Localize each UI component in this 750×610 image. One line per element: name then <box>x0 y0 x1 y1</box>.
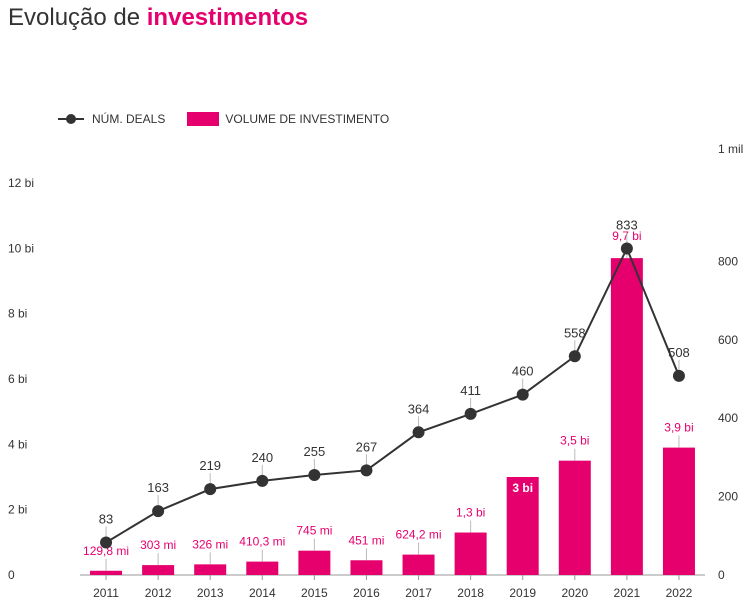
right-axis-tick-label: 200 <box>718 490 738 504</box>
x-axis-tick-label: 2016 <box>353 586 380 600</box>
line-data-label: 411 <box>460 383 481 398</box>
bar <box>298 550 331 575</box>
bar-data-label: 3,5 bi <box>560 434 589 448</box>
line-data-label: 163 <box>147 480 169 495</box>
deals-point <box>308 469 321 482</box>
bar-data-label: 410,3 mi <box>239 535 285 549</box>
bar <box>454 532 487 575</box>
left-axis-tick-label: 10 bi <box>8 241 34 255</box>
deals-point <box>672 369 685 382</box>
x-axis-tick-label: 2022 <box>666 586 693 600</box>
line-data-label: 83 <box>99 511 113 526</box>
line-data-label: 240 <box>251 450 273 465</box>
x-axis-tick-label: 2017 <box>405 586 432 600</box>
deals-line <box>105 246 680 544</box>
deals-point <box>256 474 269 487</box>
bar <box>246 561 279 575</box>
bar <box>558 460 591 575</box>
bar-data-label: 451 mi <box>348 533 384 547</box>
chart-title-accent: investimentos <box>146 4 309 31</box>
bar <box>90 570 123 575</box>
left-axis-tick-label: 8 bi <box>8 307 27 321</box>
right-axis-tick-label: 600 <box>718 333 738 347</box>
line-data-label: 508 <box>668 345 690 360</box>
bar <box>610 258 643 575</box>
deals-point <box>412 426 425 439</box>
left-axis-tick-label: 0 <box>8 568 15 582</box>
left-axis-tick-label: 6 bi <box>8 372 27 386</box>
right-axis-tick-label: 800 <box>718 254 738 268</box>
deals-point <box>568 350 581 363</box>
bar-data-label: 624,2 mi <box>396 528 442 542</box>
line-data-label: 364 <box>408 401 430 416</box>
bar-data-label: 1,3 bi <box>456 506 485 520</box>
bar-data-label: 326 mi <box>192 537 228 551</box>
chart-legend: NÚM. DEALS VOLUME DE INVESTIMENTO <box>58 112 411 126</box>
line-data-label: 255 <box>304 444 326 459</box>
bar <box>142 565 175 575</box>
line-data-label: 267 <box>356 439 378 454</box>
line-data-label: 460 <box>512 364 534 379</box>
x-axis-tick-label: 2014 <box>249 586 276 600</box>
deals-point <box>464 407 477 420</box>
legend-label-volume: VOLUME DE INVESTIMENTO <box>225 112 390 126</box>
line-data-label: 558 <box>564 325 586 340</box>
chart-title-prefix: Evolução de <box>8 4 147 31</box>
x-axis-tick-label: 2018 <box>457 586 484 600</box>
line-data-label: 833 <box>616 217 638 232</box>
legend-line-swatch <box>58 113 84 125</box>
bar <box>402 554 435 575</box>
bar-data-label: 3,9 bi <box>664 421 693 435</box>
deals-point <box>152 505 165 518</box>
bar-data-label: 129,8 mi <box>83 544 129 558</box>
bar <box>194 564 227 575</box>
x-axis-tick-label: 2011 <box>93 586 119 600</box>
bar-data-label: 303 mi <box>140 538 176 552</box>
left-axis-tick-label: 2 bi <box>8 503 27 517</box>
x-axis-tick-label: 2015 <box>301 586 328 600</box>
legend-item-deals: NÚM. DEALS <box>58 112 165 126</box>
deals-point <box>620 242 633 255</box>
x-axis-tick-label: 2020 <box>561 586 588 600</box>
bar <box>662 447 695 575</box>
x-axis-tick-label: 2012 <box>145 586 172 600</box>
line-data-label: 219 <box>199 458 221 473</box>
legend-item-volume: VOLUME DE INVESTIMENTO <box>187 112 389 126</box>
bar-data-label: 745 mi <box>296 524 332 538</box>
legend-label-deals: NÚM. DEALS <box>92 112 166 126</box>
x-axis-tick-label: 2013 <box>197 586 224 600</box>
deals-point <box>100 536 113 549</box>
deals-point <box>360 464 373 477</box>
right-axis-tick-label: 1 mil <box>718 142 743 156</box>
bar <box>506 477 539 575</box>
deals-point <box>516 388 529 401</box>
x-axis-tick-label: 2021 <box>614 586 641 600</box>
legend-bar-swatch <box>187 112 220 126</box>
chart-title: Evolução de investimentos <box>8 4 308 32</box>
right-axis-tick-label: 0 <box>718 568 725 582</box>
right-axis-tick-label: 400 <box>718 411 738 425</box>
x-axis-tick-label: 2019 <box>509 586 536 600</box>
bar-data-label: 3 bi <box>512 481 533 495</box>
left-axis-tick-label: 12 bi <box>8 176 34 190</box>
deals-point <box>204 483 217 496</box>
left-axis-tick-label: 4 bi <box>8 437 27 451</box>
bar <box>350 560 383 575</box>
